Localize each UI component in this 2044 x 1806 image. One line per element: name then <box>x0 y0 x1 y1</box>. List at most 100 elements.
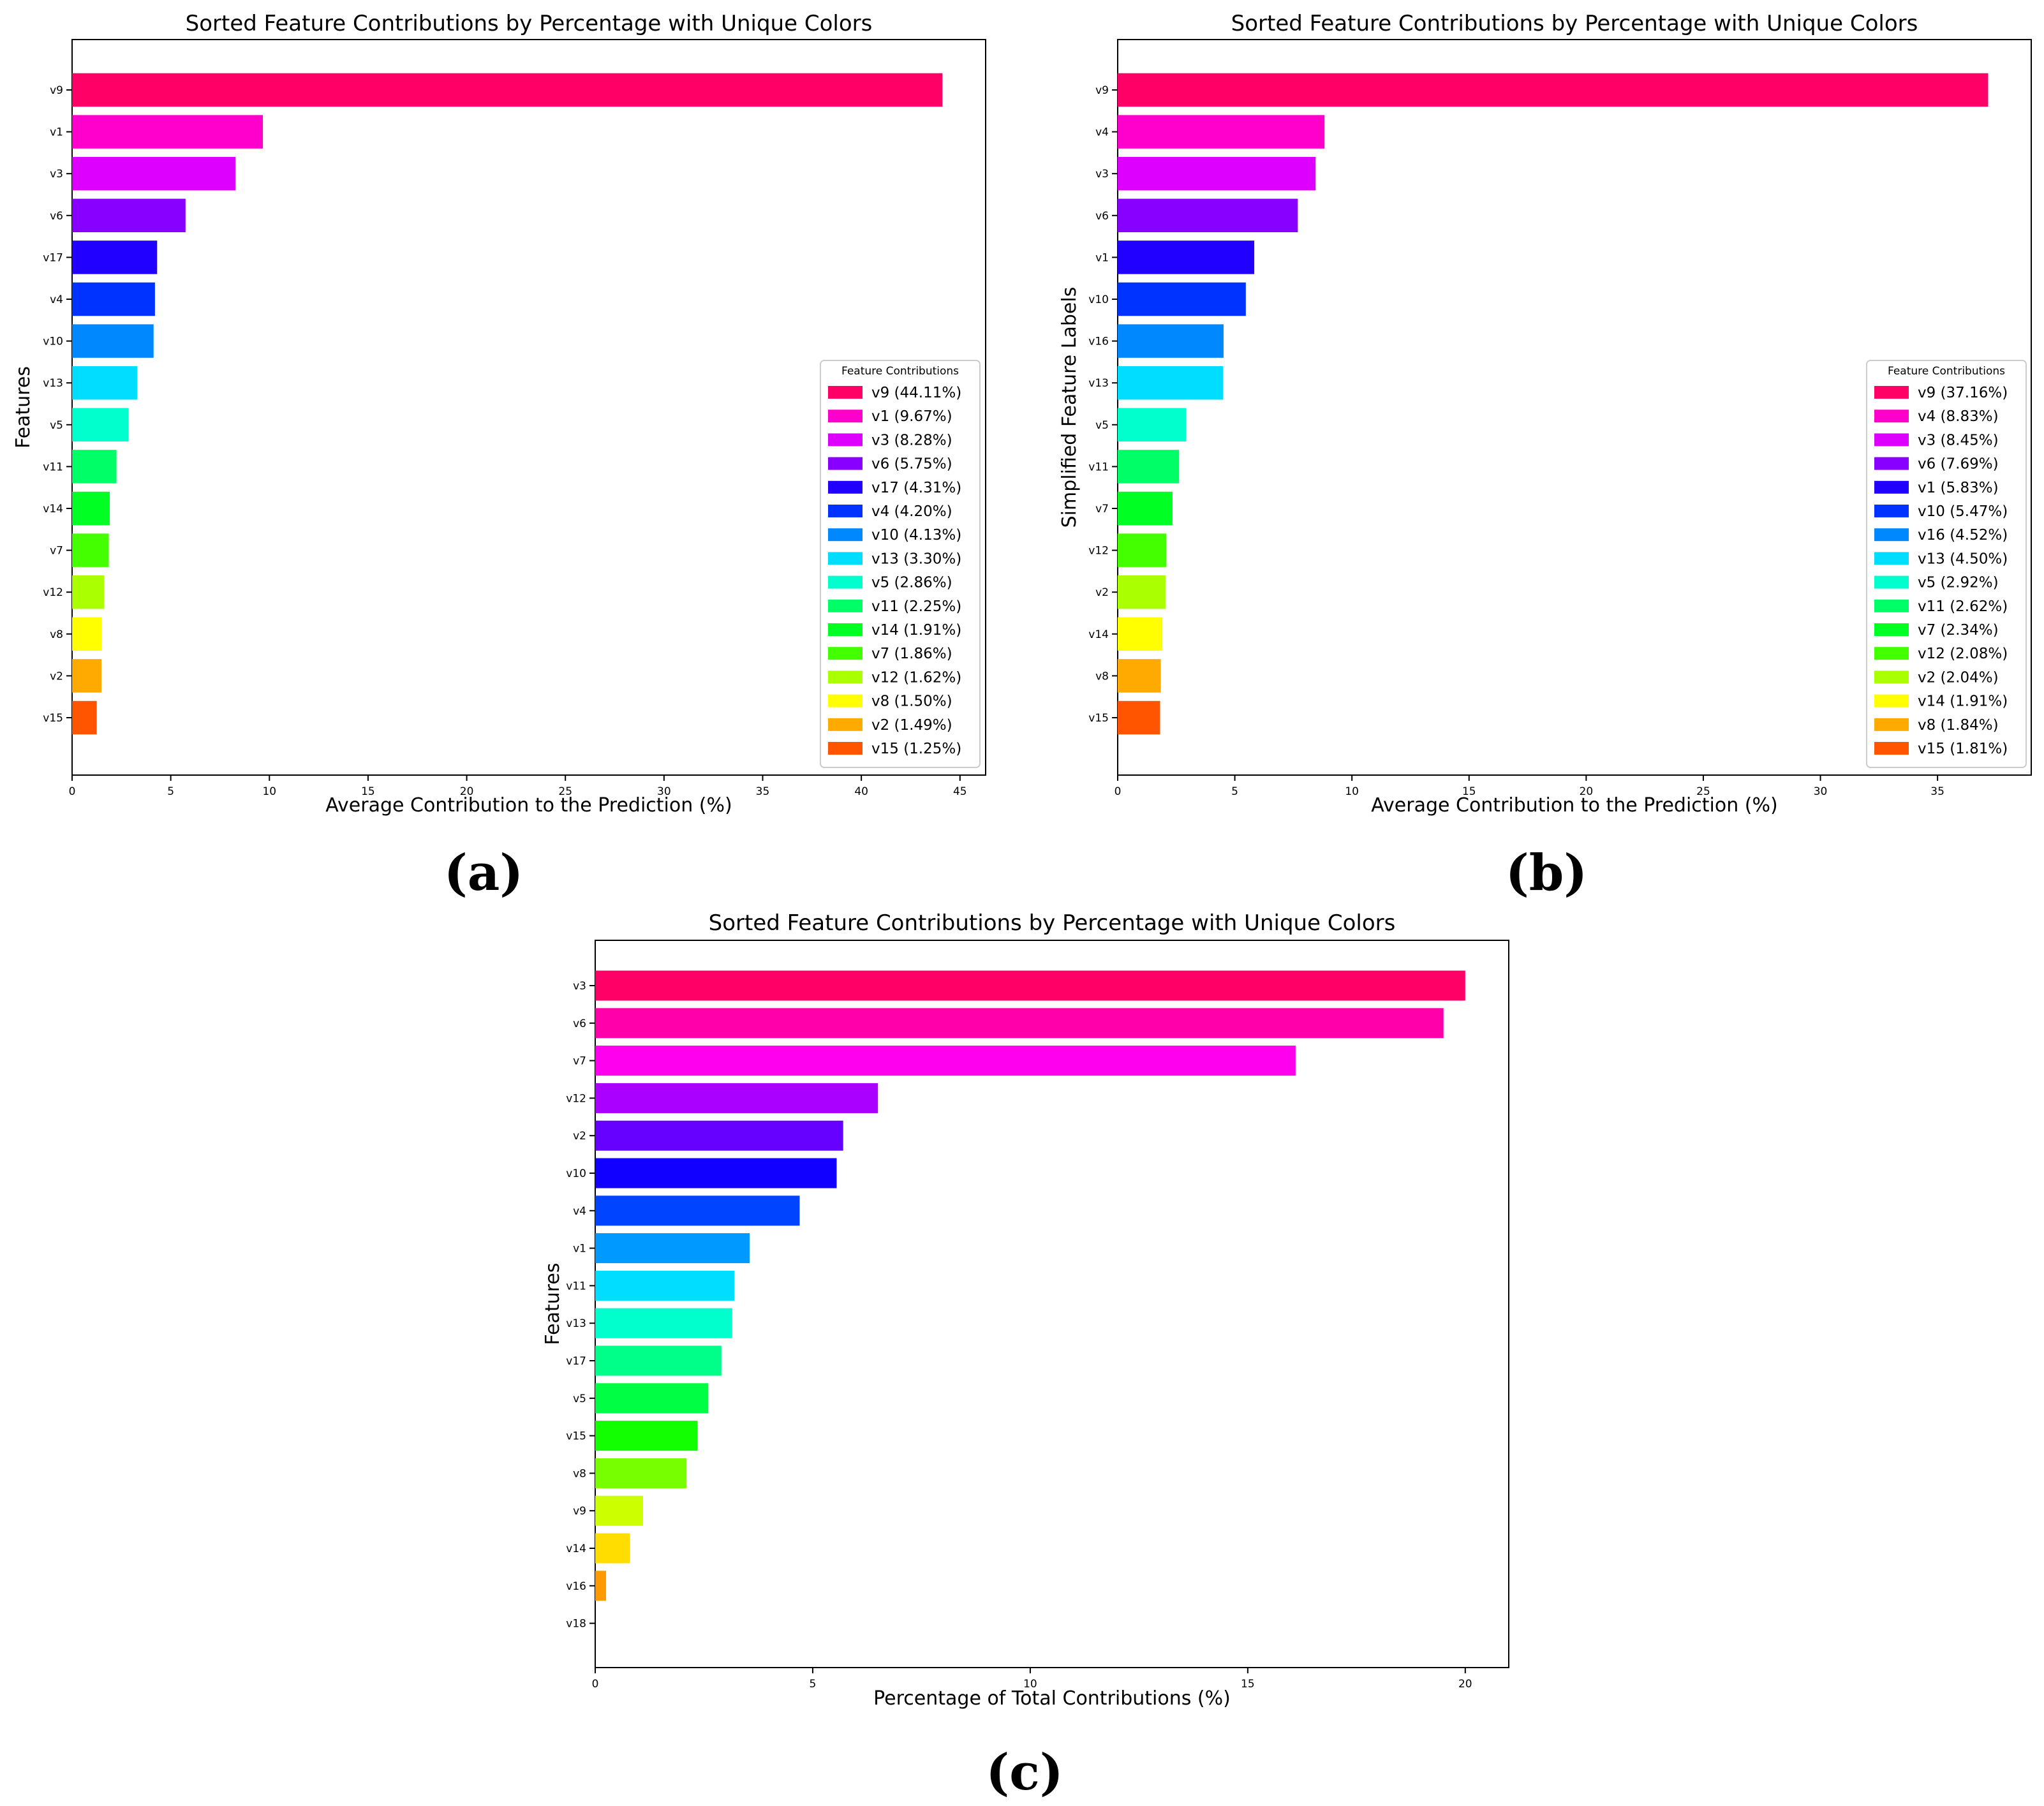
x-tick-label: 15 <box>1241 1678 1255 1691</box>
x-tick-label: 15 <box>1462 785 1476 798</box>
legend-entry-v8: v8 (1.50%) <box>871 693 952 710</box>
legend-entry-v11: v11 (2.62%) <box>1918 598 2008 615</box>
legend-entry-v14: v14 (1.91%) <box>871 622 961 639</box>
legend-entry-v4: v4 (8.83%) <box>1918 408 1999 425</box>
bar-v13 <box>72 366 138 400</box>
legend-swatch-v6 <box>828 457 863 470</box>
y-tick-label-v10: v10 <box>566 1167 586 1180</box>
bar-v11 <box>72 450 117 484</box>
legend-entry-v10: v10 (5.47%) <box>1918 503 2008 520</box>
x-tick-label: 20 <box>460 785 474 798</box>
bar-v6 <box>1118 198 1298 233</box>
x-tick-label: 10 <box>262 785 276 798</box>
legend-swatch-v9 <box>828 386 863 399</box>
bar-v8 <box>595 1458 687 1488</box>
y-tick-label-v9: v9 <box>50 84 63 97</box>
bar-v1 <box>595 1233 750 1264</box>
legend-swatch-v4 <box>1874 410 1909 423</box>
bar-v15 <box>1118 700 1160 735</box>
y-tick-label-v4: v4 <box>1095 126 1109 139</box>
bar-v7 <box>72 533 109 567</box>
y-tick-label-v6: v6 <box>1095 210 1109 223</box>
legend-swatch-v10 <box>1874 505 1909 517</box>
legend-swatch-v1 <box>828 410 863 423</box>
bar-v15 <box>72 700 97 735</box>
x-tick-label: 10 <box>1345 785 1359 798</box>
legend-swatch-v1 <box>1874 480 1909 494</box>
y-tick-label-v4: v4 <box>573 1205 586 1218</box>
y-tick-label-v7: v7 <box>50 545 63 558</box>
legend-swatch-v10 <box>828 528 863 542</box>
y-tick-label-v10: v10 <box>1088 293 1109 306</box>
chart-title: Sorted Feature Contributions by Percenta… <box>709 910 1396 936</box>
y-tick-label-v2: v2 <box>573 1130 586 1143</box>
x-axis-label: Average Contribution to the Prediction (… <box>325 794 732 817</box>
legend-swatch-v12 <box>1874 647 1909 660</box>
bar-v13 <box>595 1308 732 1338</box>
legend-swatch-v13 <box>1874 552 1909 565</box>
y-tick-label-v3: v3 <box>50 168 63 181</box>
legend-entry-v9: v9 (44.11%) <box>871 385 961 401</box>
y-tick-label-v15: v15 <box>43 712 63 725</box>
legend-swatch-v2 <box>828 718 863 731</box>
y-tick-label-v12: v12 <box>43 586 63 599</box>
x-tick-label: 0 <box>69 785 76 798</box>
chart-panel-b: Sorted Feature Contributions by Percenta… <box>1058 11 2032 902</box>
y-tick-label-v17: v17 <box>566 1355 586 1368</box>
legend-swatch-v8 <box>1874 718 1909 731</box>
chart-title: Sorted Feature Contributions by Percenta… <box>1231 11 1918 36</box>
x-tick-label: 25 <box>558 785 572 798</box>
chart-panel-a: Sorted Feature Contributions by Percenta… <box>12 11 986 902</box>
bar-v16 <box>1118 324 1224 358</box>
bar-v8 <box>72 617 102 651</box>
legend-entry-v8: v8 (1.84%) <box>1918 717 1999 734</box>
legend-swatch-v13 <box>828 552 863 565</box>
y-tick-label-v15: v15 <box>1088 712 1109 725</box>
y-tick-label-v17: v17 <box>43 251 63 264</box>
bar-v10 <box>1118 282 1246 316</box>
legend-swatch-v12 <box>828 670 863 684</box>
x-tick-label: 10 <box>1023 1678 1037 1691</box>
legend-entry-v7: v7 (2.34%) <box>1918 622 1999 639</box>
x-axis-label: Percentage of Total Contributions (%) <box>873 1687 1231 1710</box>
legend-entry-v1: v1 (5.83%) <box>1918 480 1999 496</box>
bar-v2 <box>595 1120 843 1151</box>
legend-entry-v13: v13 (4.50%) <box>1918 551 2008 567</box>
chart-panel-c: Sorted Feature Contributions by Percenta… <box>542 910 1509 1802</box>
x-tick-label: 30 <box>1814 785 1828 798</box>
legend-swatch-v6 <box>1874 457 1909 470</box>
y-tick-label-v10: v10 <box>43 336 63 348</box>
legend-entry-v15: v15 (1.25%) <box>871 741 961 757</box>
plot-frame <box>1117 39 2032 776</box>
legend-entry-v7: v7 (1.86%) <box>871 646 952 662</box>
bar-v7 <box>1118 491 1173 526</box>
y-tick-label-v16: v16 <box>566 1580 586 1593</box>
y-tick-label-v13: v13 <box>43 377 63 390</box>
legend: Feature Contributions v9 (37.16%) v4 (8.83… <box>1866 360 2027 768</box>
bar-v11 <box>595 1270 735 1301</box>
bar-v8 <box>1118 659 1161 693</box>
x-tick-label: 40 <box>854 785 868 798</box>
bar-v13 <box>1118 366 1224 400</box>
legend-swatch-v7 <box>1874 623 1909 636</box>
legend-swatch-v5 <box>828 575 863 589</box>
legend-swatch-v5 <box>1874 575 1909 589</box>
legend-entry-v1: v1 (9.67%) <box>871 408 952 425</box>
legend-entry-v16: v16 (4.52%) <box>1918 527 2008 544</box>
x-tick-label: 25 <box>1696 785 1710 798</box>
y-tick-label-v15: v15 <box>566 1430 586 1443</box>
bar-v15 <box>595 1421 698 1451</box>
bar-v3 <box>1118 156 1316 191</box>
x-tick-label: 5 <box>167 785 174 798</box>
legend-entry-v14: v14 (1.91%) <box>1918 693 2008 710</box>
legend-swatch-v15 <box>828 742 863 755</box>
panel-label: (b) <box>1506 844 1587 902</box>
legend-swatch-v11 <box>1874 599 1909 612</box>
y-tick-label-v9: v9 <box>573 1505 586 1518</box>
y-tick-label-v8: v8 <box>573 1467 586 1480</box>
bar-v5 <box>1118 408 1187 442</box>
bar-v9 <box>72 73 943 107</box>
y-tick-label-v2: v2 <box>50 670 63 683</box>
bar-v2 <box>1118 575 1166 609</box>
bar-v14 <box>72 491 110 526</box>
